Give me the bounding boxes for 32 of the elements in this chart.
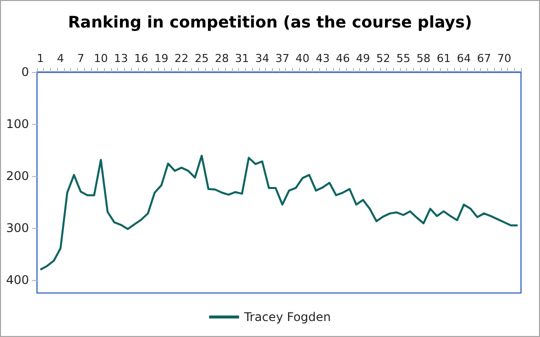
x-tick-label: 22 (174, 52, 189, 65)
x-tick-label: 13 (114, 52, 128, 65)
line-series (39, 154, 519, 271)
x-tick-label: 40 (296, 52, 310, 65)
x-tick-label: 25 (194, 52, 209, 65)
x-tick-label: 7 (77, 52, 84, 65)
y-tick-label: 400 (6, 273, 29, 287)
y-tick-label: 0 (21, 65, 29, 79)
x-tick-label: 31 (235, 52, 250, 65)
x-tick-label: 10 (94, 52, 108, 65)
chart-title: Ranking in competition (as the course plays) (68, 12, 472, 32)
x-tick-label: 37 (275, 52, 290, 65)
y-tick-label: 100 (6, 117, 29, 131)
x-tick-label: 58 (416, 52, 431, 65)
x-tick-label: 1 (36, 52, 44, 65)
x-tick-label: 19 (154, 52, 168, 65)
y-tick-label: 300 (6, 221, 29, 235)
x-tick-label: 61 (436, 52, 451, 65)
x-tick-label: 34 (255, 52, 270, 65)
x-tick-label: 4 (57, 52, 64, 65)
x-tick-label: 55 (396, 52, 410, 65)
x-tick-label: 28 (214, 52, 229, 65)
x-tick-label: 64 (456, 52, 471, 65)
x-tick-label: 16 (134, 52, 148, 65)
y-tick-label: 200 (6, 169, 29, 183)
x-tick-label: 67 (477, 52, 492, 65)
x-tick-label: 43 (316, 52, 330, 65)
x-tick-label: 46 (336, 52, 350, 65)
x-tick-label: 52 (376, 52, 390, 65)
x-tick-label: 70 (497, 52, 512, 65)
legend-label: Tracey Fogden (243, 310, 331, 324)
x-tick-label: 49 (356, 52, 370, 65)
